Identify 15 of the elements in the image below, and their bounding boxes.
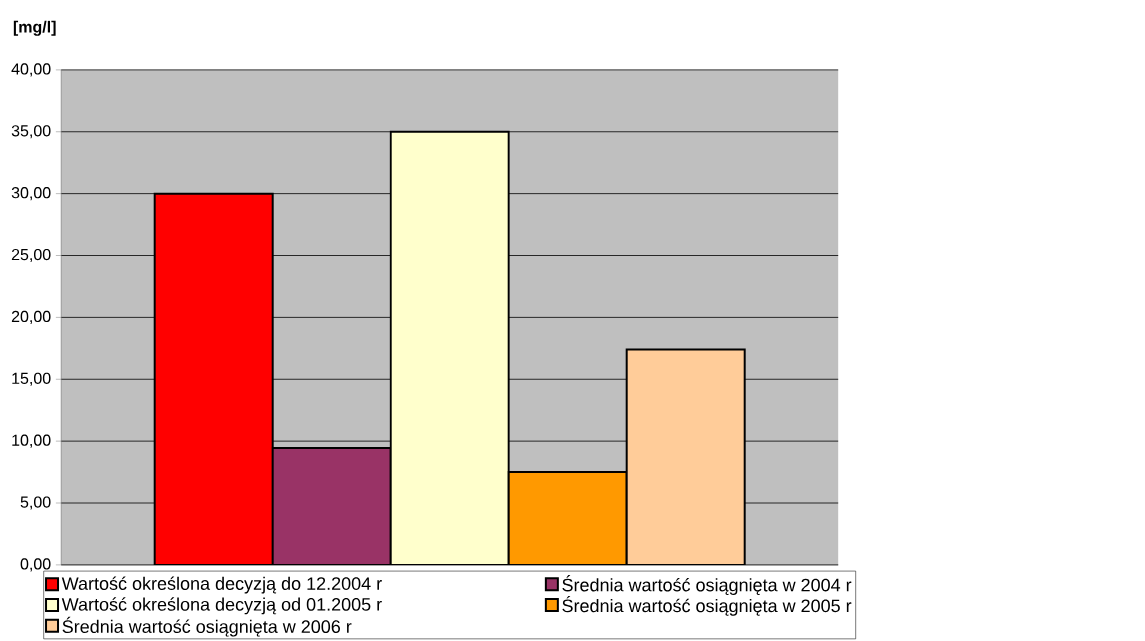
- y-tick-label: 30,00: [11, 187, 51, 201]
- legend-label: Średnia wartość osiągnięta w 2004 r: [562, 575, 852, 595]
- y-tick-label: 35,00: [11, 125, 51, 139]
- y-tick-label: 40,00: [11, 63, 51, 77]
- y-tick-label: 25,00: [11, 248, 51, 263]
- legend-label: Średnia wartość osiągnięta w 2005 r: [562, 595, 852, 616]
- y-tick-label: 15,00: [12, 372, 51, 386]
- y-tick-label: 5,00: [20, 496, 51, 510]
- y-tick-label: 10,00: [12, 434, 51, 448]
- legend-label: Średnia wartość osiągnięta w 2006 r: [62, 616, 352, 637]
- legend-label: Wartość określona decyzją do 12.2004 r: [61, 576, 382, 594]
- y-tick-label: 20,00: [11, 310, 51, 324]
- legend-label: Wartość określona decyzją od 01.2005 r: [61, 597, 382, 615]
- y-axis-title: [mg/l]: [13, 20, 56, 36]
- y-tick-label: 0,00: [20, 558, 51, 572]
